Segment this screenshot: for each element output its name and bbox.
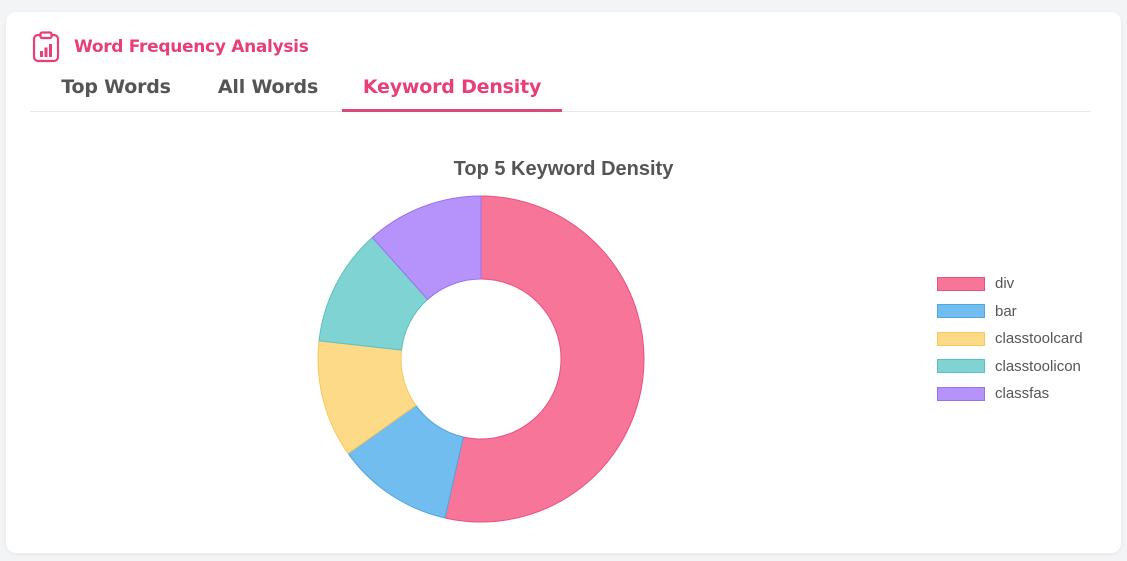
legend-label: classtoolicon (995, 357, 1081, 375)
card-header: Word Frequency Analysis (32, 31, 309, 63)
legend-swatch (937, 359, 985, 374)
legend-label: div (995, 275, 1015, 293)
card-title: Word Frequency Analysis (74, 37, 309, 57)
legend-label: bar (995, 302, 1017, 320)
legend-label: classfas (995, 385, 1050, 403)
legend-item-div[interactable]: div (937, 270, 1083, 298)
tab-all-words[interactable]: All Words (217, 76, 319, 98)
legend-swatch (937, 304, 985, 319)
tab-bar: Top Words All Words Keyword Density (30, 70, 1091, 112)
legend-item-classtoolicon[interactable]: classtoolicon (937, 353, 1083, 381)
legend-swatch (937, 386, 985, 401)
legend-label: classtoolcard (995, 330, 1083, 348)
tab-keyword-density[interactable]: Keyword Density (342, 70, 562, 112)
donut-slice-div[interactable] (444, 195, 645, 523)
legend-swatch (937, 331, 985, 346)
chart-legend: div bar classtoolcard classtoolicon classfas (937, 270, 1083, 408)
legend-item-classtoolcard[interactable]: classtoolcard (937, 325, 1083, 353)
donut-slice-classfas[interactable] (371, 195, 482, 301)
legend-item-classfas[interactable]: classfas (937, 380, 1083, 408)
legend-swatch (937, 276, 985, 291)
tab-top-words[interactable]: Top Words (61, 76, 171, 98)
clipboard-chart-icon (32, 31, 60, 63)
legend-item-bar[interactable]: bar (937, 298, 1083, 326)
chart-title: Top 5 Keyword Density (453, 158, 674, 180)
